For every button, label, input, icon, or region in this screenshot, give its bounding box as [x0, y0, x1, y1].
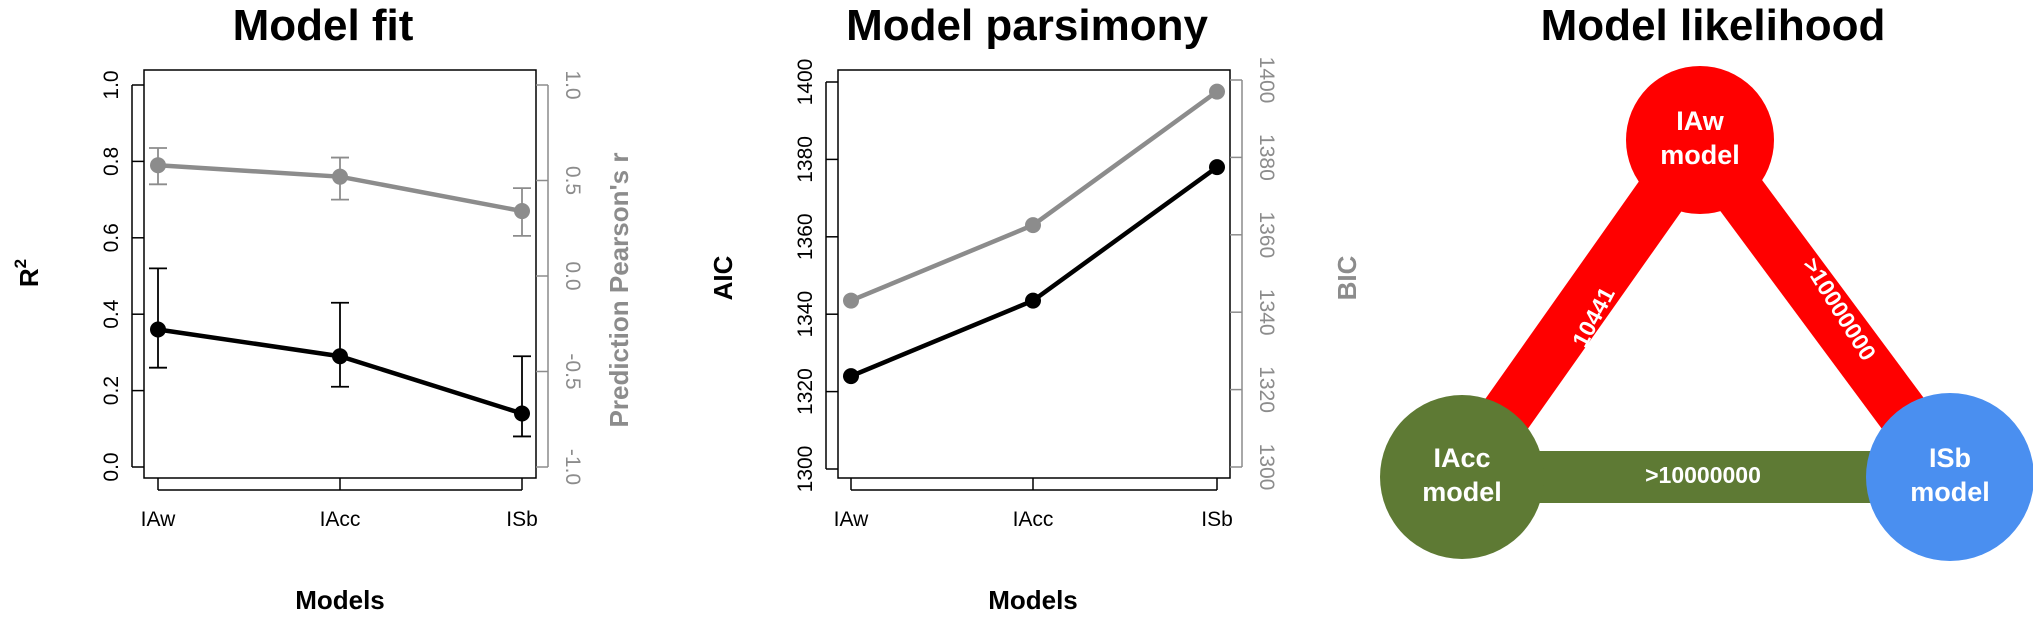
x-axis: IAw IAcc ISb	[834, 478, 1233, 531]
y-axis-label: R2	[11, 259, 44, 287]
tick-label: 0.0	[100, 452, 123, 481]
y-axis-label-sup: 2	[11, 259, 30, 268]
data-point	[843, 368, 859, 385]
svg-text:R2: R2	[11, 259, 44, 287]
data-point	[1209, 83, 1225, 100]
series-line	[850, 165, 1219, 379]
node-label: model	[1910, 477, 1990, 507]
tick-label: IAcc	[1013, 508, 1054, 531]
data-point	[1209, 159, 1225, 176]
plot-frame	[837, 69, 1231, 479]
tick-label: 1.0	[561, 70, 584, 99]
node-iaw	[1626, 66, 1774, 214]
tick-label: 0.8	[100, 147, 123, 176]
tick-label: 0.5	[561, 166, 584, 195]
tick-label: 1340	[794, 291, 817, 338]
x-axis: IAw IAcc ISb	[141, 478, 538, 531]
tick-label: 1380	[1255, 134, 1278, 181]
data-point	[514, 203, 530, 220]
tick-label: IAw	[141, 508, 176, 531]
node-label: IAcc	[1433, 443, 1490, 473]
data-point	[1025, 292, 1041, 309]
tick-label: 0.4	[100, 299, 123, 329]
data-point	[332, 168, 348, 185]
panel-model-fit: Model fit 0.0 0.2 0.4 0.6 0.8 1.0 -1.0 -0.5 0.0…	[11, 1, 634, 615]
panel-title: Model parsimony	[846, 1, 1208, 50]
tick-label: ISb	[1201, 508, 1233, 531]
nodes-layer: IAw model IAcc model ISb model	[1380, 66, 2033, 561]
y2-axis-label: Prediction Pearson's r	[604, 153, 634, 428]
y-axis-label-base: R	[14, 268, 44, 287]
tick-label: 1360	[1255, 211, 1278, 258]
node-label: model	[1422, 477, 1502, 507]
data-point	[843, 292, 859, 309]
tick-label: 1300	[794, 446, 817, 493]
tick-label: 1320	[1255, 366, 1278, 413]
tick-label: -0.5	[561, 353, 584, 389]
series-line	[850, 89, 1219, 303]
tick-label: 1380	[794, 136, 817, 183]
series-layer	[149, 147, 531, 438]
tick-label: 0.6	[100, 223, 123, 252]
series-layer	[843, 83, 1225, 385]
tick-label: 1320	[794, 368, 817, 415]
x-axis-label: Models	[988, 585, 1078, 615]
tick-label: 1.0	[100, 70, 123, 99]
tick-label: 1340	[1255, 289, 1278, 336]
y-axis-label: AIC	[708, 255, 738, 300]
tick-label: 1300	[1255, 444, 1278, 491]
y2-axis-label: BIC	[1332, 255, 1362, 300]
node-label: ISb	[1929, 443, 1971, 473]
plot-frame	[143, 69, 537, 479]
right-axis: 1300 1320 1340 1360 1380 1400	[1230, 57, 1278, 491]
tick-label: 1400	[1255, 57, 1278, 104]
tick-label: IAcc	[320, 508, 361, 531]
edge-label: >10000000	[1645, 462, 1761, 488]
data-point	[1025, 217, 1041, 234]
node-isb	[1866, 393, 2033, 561]
tick-label: 1400	[794, 59, 817, 106]
tick-label: 0.0	[561, 261, 584, 290]
left-axis: 0.0 0.2 0.4 0.6 0.8 1.0	[100, 70, 144, 482]
data-point	[514, 405, 530, 422]
data-point	[150, 157, 166, 174]
tick-label: 1360	[794, 213, 817, 260]
node-iacc	[1380, 395, 1544, 559]
tick-label: ISb	[506, 508, 538, 531]
data-point	[332, 348, 348, 365]
panel-title: Model fit	[233, 1, 414, 50]
panel-model-parsimony: Model parsimony 1300 1320 1340 1360 1380 1400…	[708, 1, 1362, 615]
tick-label: -1.0	[561, 449, 584, 485]
tick-label: 0.2	[100, 376, 123, 405]
x-axis-label: Models	[295, 585, 385, 615]
tick-label: IAw	[834, 508, 869, 531]
left-axis: 1300 1320 1340 1360 1380 1400	[794, 59, 838, 493]
node-label: IAw	[1676, 106, 1725, 136]
panel-title: Model likelihood	[1541, 1, 1886, 50]
panel-model-likelihood: Model likelihood 10441 >10000000>10000000…	[1380, 1, 2033, 561]
right-axis: -1.0 -0.5 0.0 0.5 1.0	[536, 70, 584, 485]
node-label: model	[1660, 140, 1740, 170]
data-point	[150, 321, 166, 338]
